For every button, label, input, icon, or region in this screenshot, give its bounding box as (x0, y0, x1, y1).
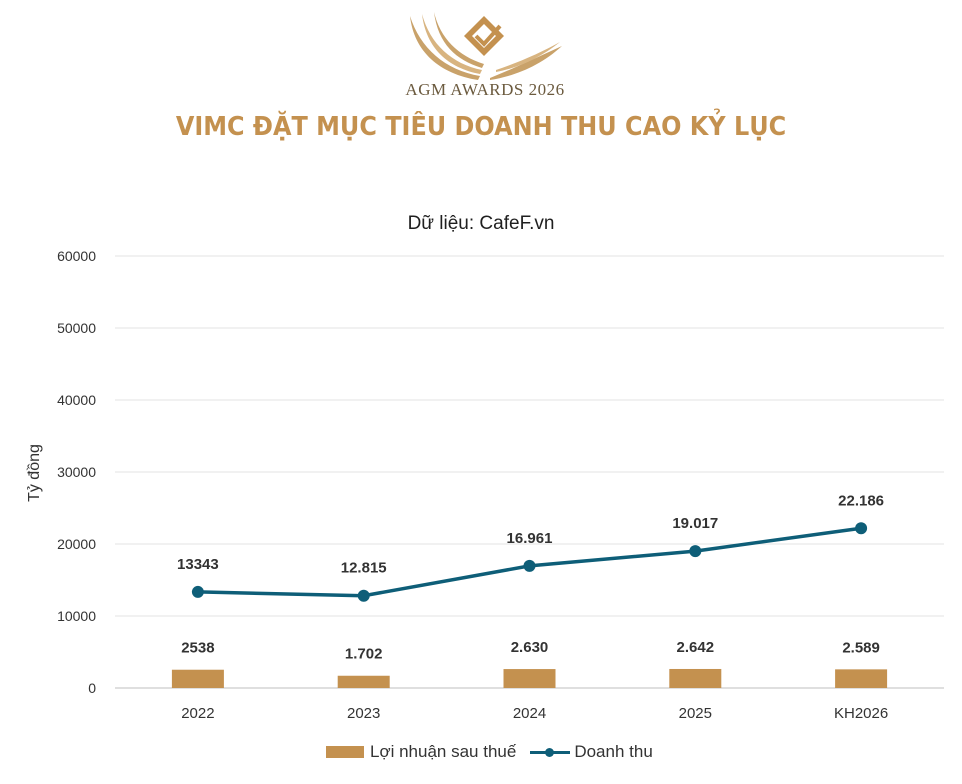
logo-text: AGM AWARDS 2026 (405, 80, 565, 99)
bar (171, 669, 224, 688)
bar (337, 675, 390, 688)
x-tick-label: 2022 (181, 705, 214, 722)
bar-data-label: 2.642 (677, 639, 715, 656)
chart-title: Dữ liệu: CafeF.vn (407, 213, 555, 234)
line-point (191, 585, 204, 598)
x-tick-label: KH2026 (834, 705, 888, 722)
x-tick-label: 2024 (513, 705, 546, 722)
bar-data-label: 2538 (181, 640, 214, 657)
x-axis-ticks: 2022 2023 2024 2025 KH2026 (181, 705, 888, 722)
y-axis-ticks: 0 10000 20000 30000 40000 50000 60000 (57, 248, 96, 696)
line-data-label: 13343 (177, 556, 219, 573)
legend-swatch-line (530, 746, 571, 758)
bar (669, 668, 722, 688)
legend: Lợi nhuận sau thuế Doanh thu (326, 742, 667, 762)
y-tick-label: 20000 (57, 536, 96, 552)
y-tick-label: 60000 (57, 248, 96, 264)
line-data-label: 19.017 (672, 515, 718, 532)
legend-item-revenue: Doanh thu (530, 742, 653, 762)
line-data-label: 22.186 (838, 492, 884, 509)
x-tick-label: 2025 (679, 705, 712, 722)
gridlines (115, 255, 944, 689)
headline: VIMC ĐẶT MỤC TIÊU DOANH THU CAO KỶ LỤC (175, 112, 787, 142)
line-data-label: 16.961 (507, 530, 553, 547)
line-data-label: 12.815 (341, 560, 387, 577)
agm-awards-logo-icon (410, 12, 562, 80)
line-series: 13343 12.815 16.961 19.017 22.186 (177, 492, 884, 602)
agm-awards-logo: AGM AWARDS 2026 (400, 8, 570, 103)
y-tick-label: 10000 (57, 608, 96, 624)
legend-label-revenue: Doanh thu (574, 742, 653, 761)
line-point (689, 545, 702, 558)
bar-data-label: 2.630 (511, 639, 549, 656)
legend-swatch-bar (326, 746, 364, 758)
bar-series: 2538 1.702 2.630 2.642 2.589 (171, 639, 888, 688)
bar (503, 669, 556, 688)
y-tick-label: 30000 (57, 464, 96, 480)
line-point (855, 522, 868, 535)
legend-item-profit: Lợi nhuận sau thuế (326, 742, 516, 762)
bar (835, 669, 888, 688)
y-tick-label: 40000 (57, 392, 96, 408)
y-tick-label: 0 (88, 680, 96, 696)
x-tick-label: 2023 (347, 705, 380, 722)
legend-label-profit: Lợi nhuận sau thuế (370, 742, 517, 761)
line-point (523, 559, 536, 572)
line-point (357, 589, 370, 602)
y-tick-label: 50000 (57, 320, 96, 336)
bar-data-label: 1.702 (345, 646, 383, 663)
bar-data-label: 2.589 (842, 639, 880, 656)
y-axis-label: Tỷ đồng (26, 444, 43, 502)
